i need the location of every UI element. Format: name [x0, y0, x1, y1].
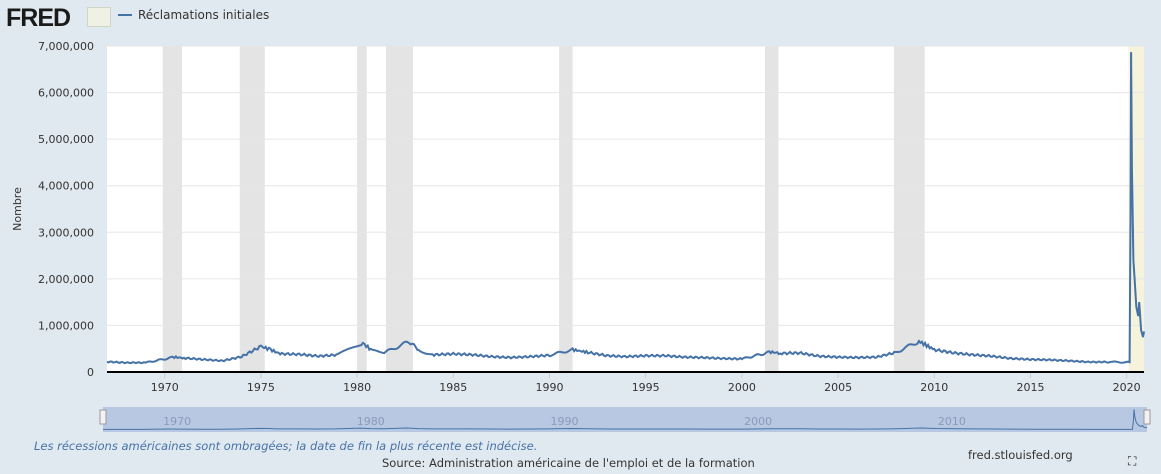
recession-band — [239, 46, 265, 372]
fred-logo[interactable]: FRED — [6, 4, 71, 32]
recession-band — [357, 46, 367, 372]
x-tick-label: 1985 — [439, 381, 467, 394]
x-tick-label: 1980 — [343, 381, 371, 394]
plot-area — [107, 46, 1144, 372]
navigator-label: 1990 — [550, 415, 578, 428]
series-swatch — [118, 14, 132, 16]
navigator-label: 2000 — [744, 415, 772, 428]
x-tick-label: 2015 — [1016, 381, 1044, 394]
y-tick-label: 3,000,000 — [38, 226, 94, 239]
navigator-handle-right[interactable] — [1143, 409, 1151, 425]
recession-band — [385, 46, 413, 372]
legend-label: Réclamations initiales — [138, 8, 270, 22]
x-tick-label: 2020 — [1113, 381, 1141, 394]
y-tick-label: 5,000,000 — [38, 133, 94, 146]
navigator-range[interactable] — [103, 407, 1147, 432]
recession-band — [559, 46, 573, 372]
x-tick-label: 2000 — [728, 381, 756, 394]
site-link[interactable]: fred.stlouisfed.org — [968, 448, 1073, 462]
recession-band — [893, 46, 925, 372]
navigator-label: 1980 — [357, 415, 385, 428]
y-tick-label: 0 — [87, 366, 94, 379]
fullscreen-icon[interactable]: ⛶ — [1128, 454, 1137, 468]
x-tick-label: 1970 — [151, 381, 179, 394]
navigator-label: 2010 — [938, 415, 966, 428]
x-tick-label: 2010 — [920, 381, 948, 394]
legend-item[interactable]: Réclamations initiales — [118, 8, 269, 22]
series-line — [106, 52, 1145, 365]
x-tick-label: 1975 — [247, 381, 275, 394]
navigator-handle-left[interactable] — [99, 409, 107, 425]
y-tick-label: 1,000,000 — [38, 319, 94, 332]
source-text: Source: Administration américaine de l'e… — [382, 456, 755, 470]
y-tick-label: 4,000,000 — [38, 180, 94, 193]
navigator-label: 1970 — [163, 415, 191, 428]
y-tick-label: 6,000,000 — [38, 87, 94, 100]
y-tick-label: 7,000,000 — [38, 40, 94, 53]
recession-band — [162, 46, 183, 372]
y-tick-label: 2,000,000 — [38, 273, 94, 286]
x-tick-label: 1990 — [536, 381, 564, 394]
x-tick-label: 2005 — [824, 381, 852, 394]
recession-note: Les récessions américaines sont ombragée… — [34, 439, 538, 453]
recession-band — [764, 46, 779, 372]
x-tick-label: 1995 — [632, 381, 660, 394]
chart-logo-icon — [87, 7, 111, 27]
y-axis-label: Nombre — [11, 187, 24, 231]
navigator-series — [102, 409, 1148, 430]
